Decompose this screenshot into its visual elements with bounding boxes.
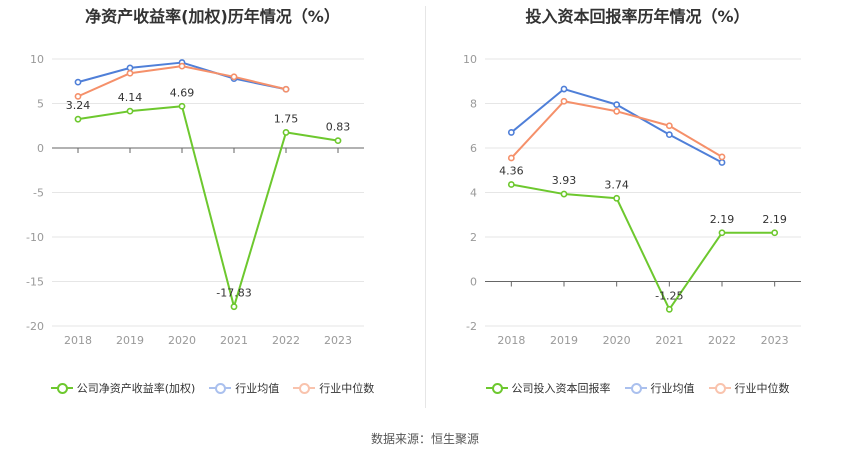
data-point (613, 194, 621, 202)
y-tick-label: -2 (466, 320, 477, 333)
data-point (282, 85, 290, 93)
chart-legend: 公司净资产收益率(加权) 行业均值 行业中位数 (0, 380, 425, 396)
legend-item-industry-mean[interactable]: 行业均值 (209, 380, 279, 396)
legend-marker-industry-mean (209, 383, 232, 394)
data-label: 0.83 (326, 121, 351, 134)
data-point (718, 229, 726, 237)
data-point (665, 122, 673, 130)
data-label: 1.75 (274, 112, 299, 125)
series-line (510, 88, 723, 164)
y-tick-label: -5 (33, 187, 44, 200)
legend-item-company[interactable]: 公司投入资本回报率 (485, 380, 611, 396)
roic-chart-panel: 投入资本回报率历年情况（%） 10 8 6 4 2 0 -2 2018 2019 2020 2021… (425, 0, 850, 410)
legend-item-industry-mean[interactable]: 行业均值 (624, 380, 695, 396)
y-tick-label: 0 (37, 142, 44, 155)
x-tick-label: 2019 (116, 334, 144, 347)
data-point (74, 92, 82, 100)
x-tick-label: 2023 (324, 334, 352, 347)
series-line (511, 183, 775, 311)
chart-title: 净资产收益率(加权)历年情况（%） (85, 7, 340, 26)
data-point (718, 153, 726, 161)
x-tick-label: 2021 (220, 334, 248, 347)
legend-item-industry-median[interactable]: 行业中位数 (708, 380, 790, 396)
data-label: 2.19 (710, 213, 735, 226)
x-tick-label: 2018 (497, 334, 525, 347)
legend-label: 行业均值 (650, 382, 695, 395)
data-label: 2.19 (762, 213, 787, 226)
x-tick-label: 2020 (168, 334, 196, 347)
y-tick-label: 4 (470, 187, 477, 200)
roe-chart-svg: 10 5 0 -5 -10 -15 -20 2018 2019 2020 2021 2022 2023 3… (26, 53, 364, 347)
data-point (560, 85, 568, 93)
y-tick-label: 8 (470, 98, 477, 111)
legend-marker-industry-mean (624, 383, 647, 394)
data-label: 3.93 (552, 174, 577, 187)
data-point (126, 107, 134, 115)
y-tick-label: 10 (30, 53, 44, 66)
y-tick-label: -20 (26, 320, 44, 333)
data-label: 3.74 (604, 178, 629, 191)
data-point (230, 303, 238, 311)
data-point (282, 129, 290, 136)
data-point (74, 78, 82, 86)
x-tick-label: 2019 (550, 334, 578, 347)
legend-marker-industry-median (708, 383, 731, 394)
data-point (178, 62, 186, 70)
data-point (665, 131, 673, 139)
data-point (126, 64, 134, 72)
data-label: -17.83 (216, 287, 251, 300)
legend-label: 行业中位数 (319, 382, 375, 395)
legend-marker-company (485, 383, 508, 394)
data-label: 4.14 (118, 91, 143, 104)
panel-divider (425, 6, 426, 408)
data-point (613, 107, 621, 115)
data-point (613, 101, 621, 109)
legend-item-industry-median[interactable]: 行业中位数 (293, 380, 374, 396)
data-point (74, 115, 82, 123)
roic-chart-svg: 10 8 6 4 2 0 -2 2018 2019 2020 2021 2022 2023 4.36 3.9… (463, 53, 801, 347)
chart-title: 投入资本回报率历年情况（%） (525, 7, 750, 26)
data-point (718, 159, 726, 166)
data-point (771, 229, 779, 237)
data-label: 4.69 (170, 86, 195, 99)
x-tick-label: 2021 (655, 334, 683, 347)
legend-marker-industry-median (293, 383, 316, 394)
x-tick-label: 2022 (272, 334, 300, 347)
data-point (230, 73, 238, 81)
y-tick-label: 0 (470, 276, 477, 289)
data-point (560, 190, 568, 198)
data-point (507, 154, 515, 162)
data-point (507, 181, 515, 188)
y-tick-label: 6 (470, 142, 477, 155)
legend-label: 行业中位数 (734, 382, 790, 395)
y-tick-label: -15 (26, 276, 44, 289)
legend-item-company[interactable]: 公司净资产收益率(加权) (50, 380, 196, 396)
data-label: 3.24 (66, 99, 91, 112)
roe-chart-panel: 净资产收益率(加权)历年情况（%） 10 5 0 -5 -10 -15 -20 2018 201… (0, 0, 425, 410)
legend-label: 公司净资产收益率(加权) (76, 382, 196, 395)
chart-legend: 公司投入资本回报率 行业均值 行业中位数 (425, 380, 850, 396)
data-point (126, 69, 134, 77)
x-tick-label: 2023 (761, 334, 789, 347)
legend-marker-company (50, 383, 73, 394)
x-tick-label: 2018 (64, 334, 92, 347)
data-source-label: 数据来源：恒生聚源 (370, 432, 479, 446)
y-tick-label: 2 (470, 231, 477, 244)
legend-label: 行业均值 (235, 382, 280, 395)
x-tick-label: 2022 (708, 334, 736, 347)
y-tick-label: 5 (37, 98, 44, 111)
data-label: 4.36 (499, 164, 523, 177)
y-tick-label: 10 (463, 53, 477, 66)
x-tick-label: 2020 (603, 334, 631, 347)
data-point (178, 102, 186, 110)
legend-label: 公司投入资本回报率 (511, 382, 611, 395)
data-point (507, 129, 515, 136)
series-line (77, 105, 339, 308)
data-point (665, 305, 673, 313)
y-tick-label: -10 (26, 231, 44, 244)
data-point (560, 97, 568, 105)
data-label: -1.25 (655, 289, 683, 302)
data-point (334, 137, 342, 145)
